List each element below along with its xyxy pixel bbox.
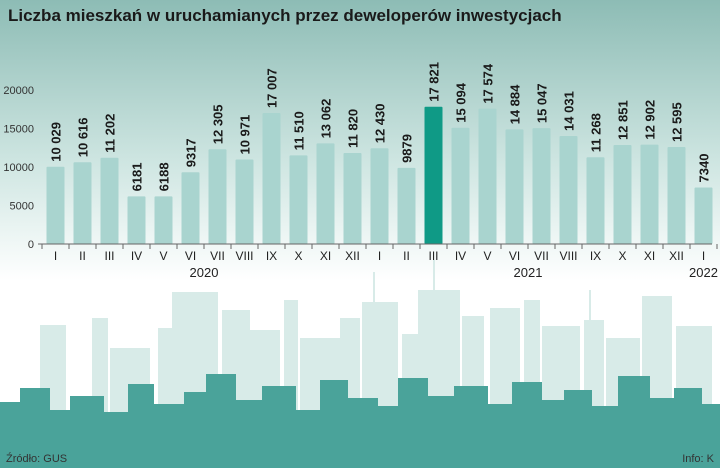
bar — [127, 196, 146, 244]
bar — [694, 187, 713, 244]
x-tick-label: IX — [266, 249, 277, 263]
y-tick-label: 0 — [28, 239, 34, 251]
data-label: 12 851 — [616, 100, 631, 140]
bar — [262, 113, 281, 244]
skyline-spire — [589, 290, 591, 320]
bar — [316, 143, 335, 244]
y-tick-label: 20000 — [3, 85, 34, 97]
y-tick-label: 15000 — [3, 124, 34, 136]
x-tick-label: V — [159, 249, 167, 263]
y-axis: 0 5000 10000 15000 20000 — [3, 85, 34, 251]
bar — [343, 152, 362, 244]
y-tick-label: 10000 — [3, 162, 34, 174]
data-label: 10 029 — [49, 122, 64, 162]
data-label: 17 007 — [265, 68, 280, 108]
x-tick-label: VII — [534, 249, 549, 263]
skyline-ground — [0, 440, 720, 468]
bar — [181, 172, 200, 244]
bar — [613, 145, 632, 244]
data-label: 9317 — [184, 138, 199, 167]
bar — [667, 147, 686, 244]
x-tick-label: IV — [455, 249, 466, 263]
bar — [46, 166, 65, 244]
x-tick-label: VI — [185, 249, 196, 263]
year-label: 2021 — [514, 265, 543, 280]
data-label: 7340 — [697, 154, 712, 183]
bar — [73, 162, 92, 244]
data-label: 11 510 — [292, 111, 307, 150]
data-label: 6181 — [130, 162, 145, 191]
bar — [532, 128, 551, 244]
data-label: 9879 — [400, 134, 415, 163]
data-label: 14 031 — [562, 91, 577, 131]
data-label: 10 971 — [238, 115, 253, 155]
x-tick-label: III — [428, 249, 438, 263]
bar — [478, 108, 497, 244]
x-axis: I II III IV V VI VII VIII IX X XI XII I II III IV V VI VII… — [38, 243, 718, 280]
x-tick-label: I — [378, 249, 381, 263]
data-labels-group: 10 029 10 616 11 202 6181 6188 9317 12 305 10 9… — [49, 62, 712, 191]
x-tick-label: V — [483, 249, 491, 263]
data-label: 10 616 — [76, 117, 91, 157]
data-label: 14 884 — [508, 84, 523, 125]
data-label: 11 268 — [589, 113, 604, 152]
bar — [559, 135, 578, 244]
x-tick-label: I — [54, 249, 57, 263]
y-tick-label: 5000 — [10, 201, 34, 213]
x-tick-label: XII — [345, 249, 360, 263]
bar — [505, 129, 524, 244]
source-note: Źródło: GUS — [6, 452, 67, 465]
x-tick-label: I — [702, 249, 705, 263]
data-label: 11 202 — [103, 114, 118, 153]
x-tick-label: VIII — [559, 249, 577, 263]
bar — [154, 196, 173, 244]
credit-note: Info: K — [682, 453, 714, 465]
data-label: 15 047 — [535, 83, 550, 123]
data-label: 12 305 — [211, 104, 226, 144]
x-tick-label: IV — [131, 249, 142, 263]
data-label: 15 094 — [454, 82, 469, 123]
x-tick-label: II — [403, 249, 410, 263]
year-label: 2020 — [190, 265, 219, 280]
bar — [424, 106, 443, 245]
x-tick-label: XII — [669, 249, 684, 263]
x-tick-label: XI — [644, 249, 655, 263]
skyline-spire — [373, 272, 375, 302]
bar — [586, 157, 605, 244]
bar — [397, 167, 416, 244]
x-tick-label: VIII — [235, 249, 253, 263]
data-label: 12 902 — [643, 100, 658, 140]
data-label: 6188 — [157, 162, 172, 191]
data-label: 11 820 — [346, 109, 361, 148]
x-tick-label: X — [618, 249, 626, 263]
x-tick-label: VII — [210, 249, 225, 263]
x-tick-label: IX — [590, 249, 601, 263]
bars-group — [46, 106, 713, 245]
x-tick-label: X — [294, 249, 302, 263]
data-label: 17 574 — [481, 63, 496, 104]
bar — [208, 149, 227, 244]
x-tick-label: XI — [320, 249, 331, 263]
x-tick-label: II — [79, 249, 86, 263]
bar — [289, 155, 308, 244]
x-tick-label: III — [104, 249, 114, 263]
bar — [100, 157, 119, 244]
bar — [370, 148, 389, 244]
data-label: 13 062 — [319, 99, 334, 139]
x-tick-label: VI — [509, 249, 520, 263]
city-skyline — [0, 260, 720, 468]
bar — [235, 159, 254, 244]
chart-title: Liczba mieszkań w uruchamianych przez de… — [8, 6, 562, 25]
bar — [451, 127, 470, 244]
skyline-spire — [433, 260, 435, 290]
bar — [640, 144, 659, 244]
data-label: 17 821 — [427, 62, 442, 102]
data-label: 12 430 — [373, 104, 388, 144]
year-label: 2022 — [689, 265, 718, 280]
data-label: 12 595 — [670, 102, 685, 142]
